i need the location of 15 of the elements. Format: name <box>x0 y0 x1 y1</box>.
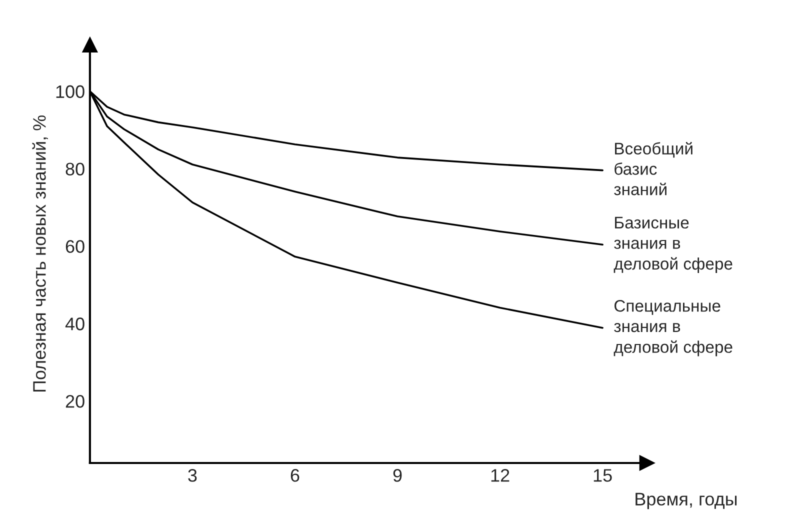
series-label: Базисные знания в деловой сфере <box>614 216 732 273</box>
x-tick-label: 6 <box>290 469 300 482</box>
x-axis-title: Время, годы <box>636 492 737 510</box>
y-tick-label: 40 <box>65 318 84 330</box>
x-tick-label: 12 <box>491 469 510 482</box>
y-axis-title: Полезная часть новых знаний, % <box>32 115 48 392</box>
x-tick-label: 9 <box>393 469 402 482</box>
series-label: Специальные знания в деловой сфере <box>614 300 732 356</box>
series-label: Всеобщий базис знаний <box>614 142 692 196</box>
y-tick-label: 20 <box>66 394 84 408</box>
y-tick-label: 60 <box>66 240 84 253</box>
x-tick-label: 15 <box>594 469 612 482</box>
y-tick-label: 100 <box>56 85 84 98</box>
x-tick-label: 3 <box>188 469 197 482</box>
y-tick-label: 80 <box>66 162 84 176</box>
